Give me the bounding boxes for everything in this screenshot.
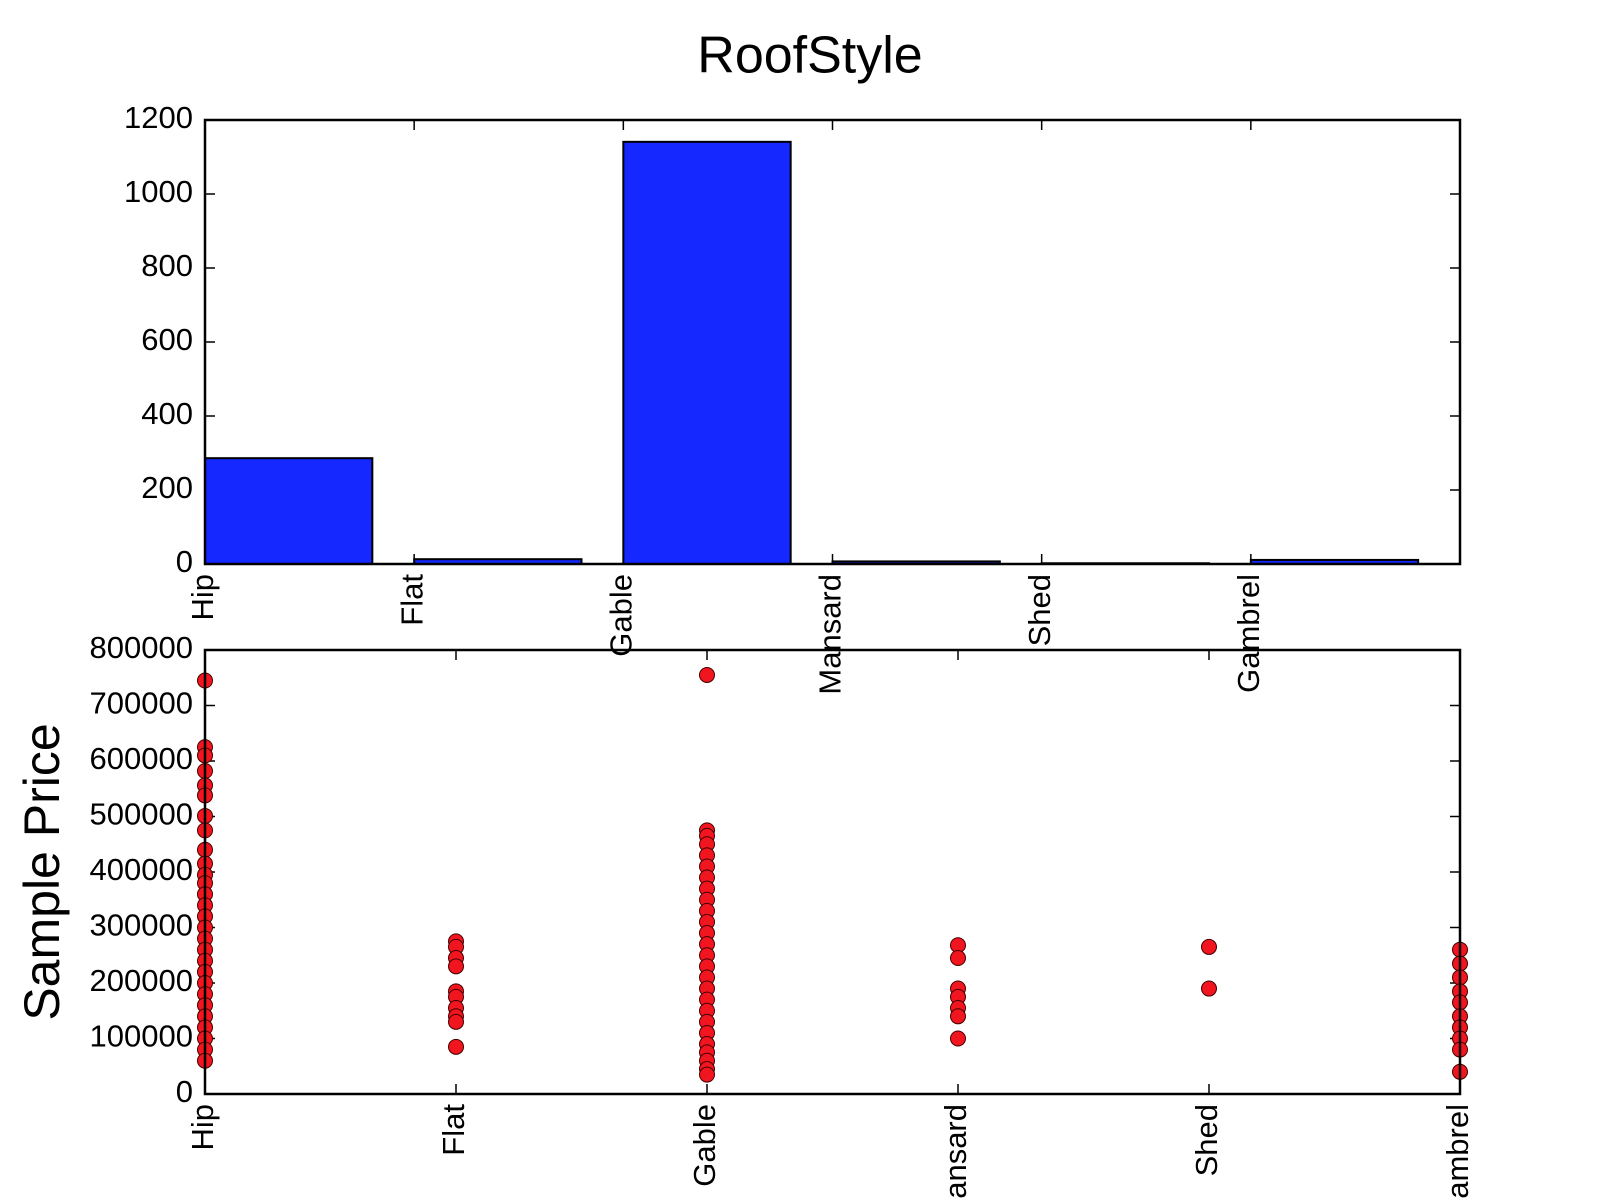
axes-frame xyxy=(203,118,1462,566)
point xyxy=(448,1038,464,1055)
point xyxy=(950,1008,966,1025)
y-tick-label: 0 xyxy=(176,544,193,579)
y-tick-label: 400 xyxy=(141,396,193,431)
figure-title: RoofStyle xyxy=(697,27,922,85)
point xyxy=(1201,938,1217,955)
y-axis-label: Sample Price xyxy=(14,723,70,1020)
x-tick-label: Hip xyxy=(185,1104,220,1151)
y-tick-label: 1200 xyxy=(124,100,193,135)
x-tick-label: Mansard xyxy=(938,1104,973,1200)
x-tick-label: Gambrel xyxy=(1440,1104,1475,1200)
x-tick-label: Mansard xyxy=(813,574,848,695)
x-tick-label: Flat xyxy=(394,574,429,626)
y-tick-label: 1000 xyxy=(124,174,193,209)
point xyxy=(448,1013,464,1030)
y-tick-label: 600 xyxy=(141,322,193,357)
y-tick-label: 400000 xyxy=(90,852,193,887)
y-tick-label: 200000 xyxy=(90,963,193,998)
point xyxy=(699,666,715,683)
x-tick-label: Gambrel xyxy=(1231,574,1266,693)
y-tick-label: 100000 xyxy=(90,1019,193,1054)
y-tick-label: 800000 xyxy=(90,630,193,665)
x-tick-label: Shed xyxy=(1189,1104,1224,1176)
point xyxy=(1201,980,1217,997)
bar xyxy=(622,140,792,566)
point xyxy=(699,1066,715,1083)
x-tick-label: Gable xyxy=(687,1104,722,1187)
y-tick-label: 500000 xyxy=(90,797,193,832)
y-tick-label: 700000 xyxy=(90,686,193,721)
y-tick-label: 300000 xyxy=(90,908,193,943)
y-tick-label: 600000 xyxy=(90,741,193,776)
point xyxy=(448,958,464,975)
y-tick-label: 800 xyxy=(141,248,193,283)
x-tick-label: Shed xyxy=(1022,574,1057,646)
x-tick-label: Flat xyxy=(436,1104,471,1156)
bar xyxy=(204,457,374,565)
point xyxy=(950,1030,966,1047)
y-tick-label: 0 xyxy=(176,1074,193,1109)
point xyxy=(950,950,966,967)
x-tick-label: Gable xyxy=(604,574,639,657)
y-tick-label: 200 xyxy=(141,470,193,505)
x-tick-label: Hip xyxy=(185,574,220,621)
axes-frame xyxy=(203,648,1462,1096)
